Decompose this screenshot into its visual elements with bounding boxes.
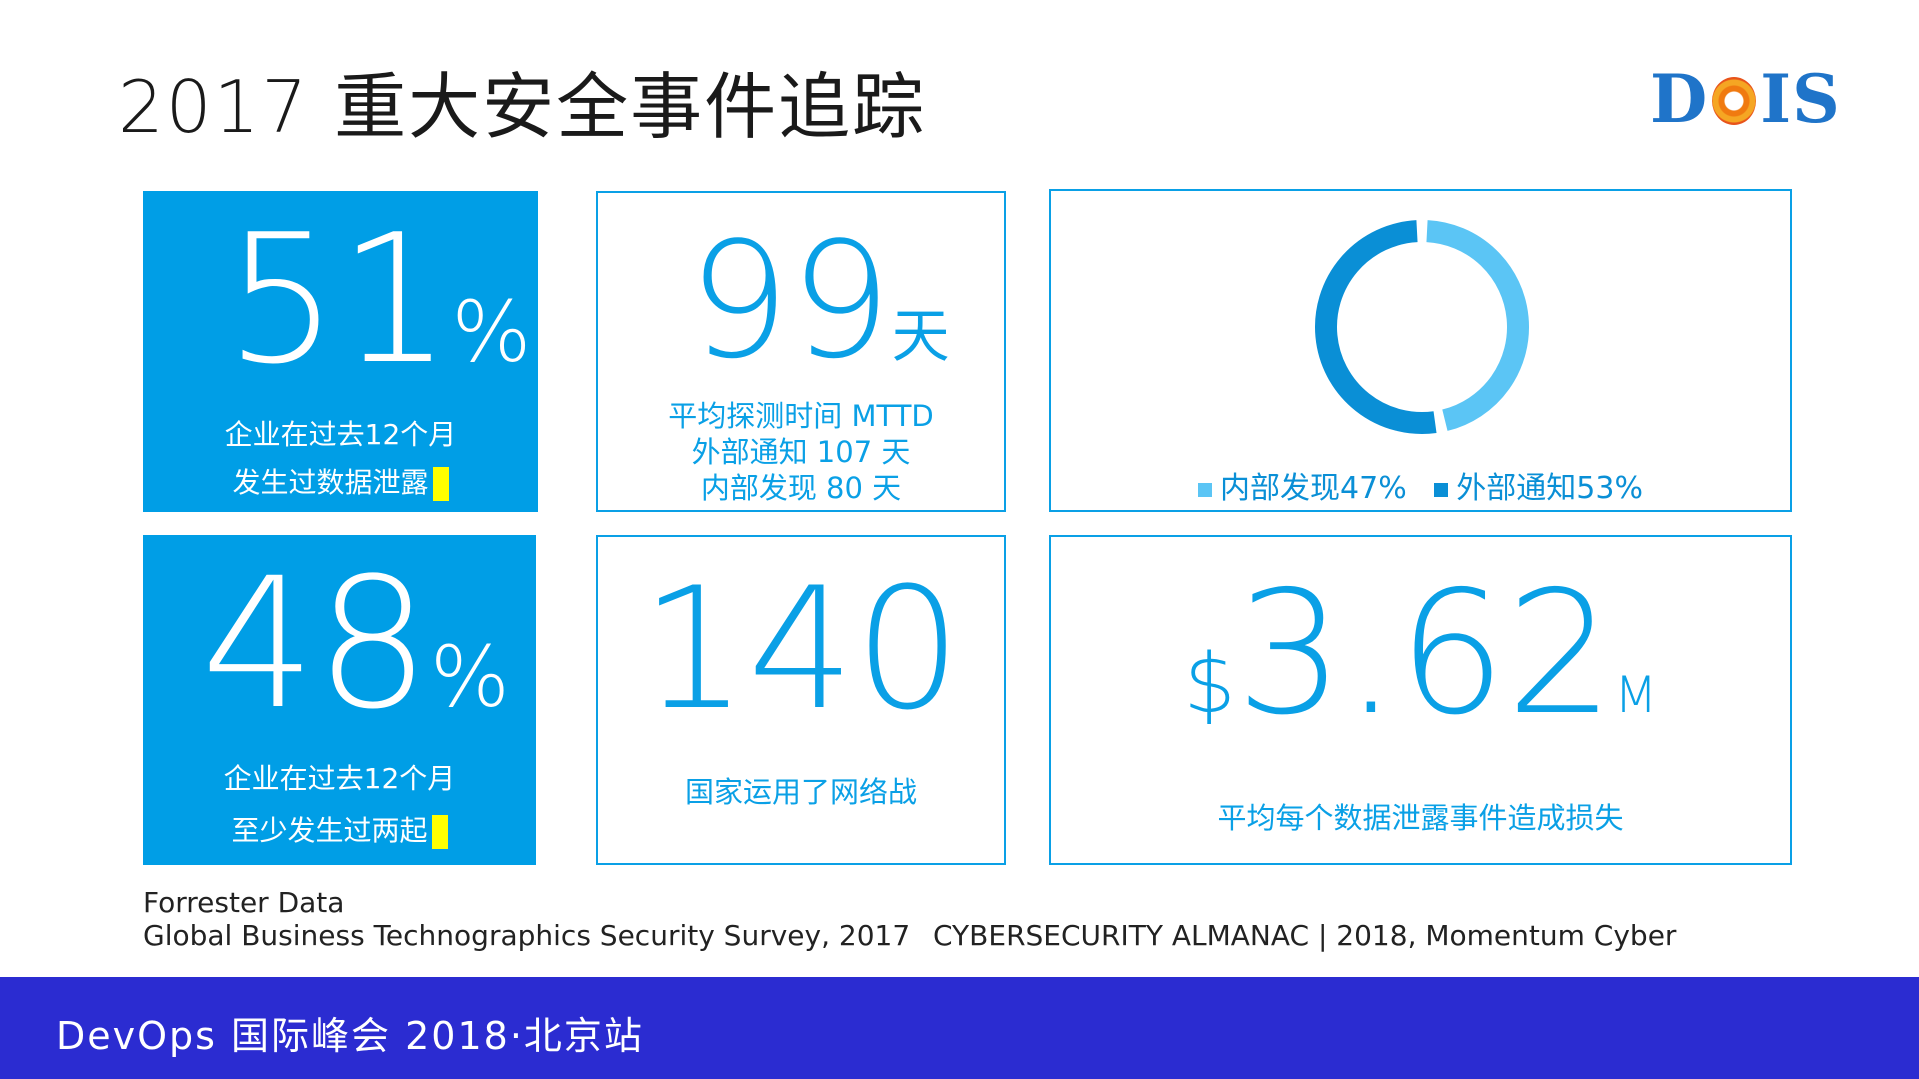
- legend-internal: 内部发现47%: [1220, 471, 1407, 506]
- stat-caption-line2: 外部通知 107 天: [691, 435, 911, 469]
- stat-unit: 天: [891, 302, 950, 370]
- logo-text-start: D: [1650, 60, 1709, 138]
- source-left-line2: Global Business Technographics Security …: [143, 919, 911, 952]
- stat-caption-line1: 平均每个数据泄露事件造成损失: [1217, 801, 1624, 835]
- page-title: 2017 重大安全事件追踪: [118, 65, 927, 149]
- donut-card: 内部发现47% 外部通知53%: [1049, 189, 1792, 512]
- stat-card-mttd: 99天 平均探测时间 MTTD 外部通知 107 天 内部发现 80 天: [596, 191, 1006, 512]
- stat-unit: %: [451, 283, 532, 381]
- legend-swatch-external: [1434, 482, 1449, 497]
- stat-caption-line1: 国家运用了网络战: [684, 775, 917, 809]
- stat-card-cyberwar: 140 国家运用了网络战: [596, 535, 1006, 865]
- stat-value-wrapper: 48%: [201, 555, 510, 735]
- stat-caption-line2-wrap: 至少发生过两起: [143, 809, 536, 849]
- stat-caption-line2: 发生过数据泄露: [232, 466, 429, 499]
- logo-o-icon: [1712, 77, 1757, 125]
- stat-value-wrapper: 99天: [688, 221, 950, 381]
- stat-caption-line3: 内部发现 80 天: [700, 471, 902, 505]
- currency-symbol: $: [1183, 637, 1236, 732]
- highlight-marker: [431, 815, 448, 849]
- stat-value-wrapper: 51%: [225, 211, 531, 389]
- source-left-line1: Forrester Data: [143, 886, 345, 919]
- donut-chart: [1315, 220, 1529, 434]
- stat-caption-line1: 企业在过去12个月: [223, 762, 456, 795]
- stat-caption-line2: 至少发生过两起: [231, 814, 428, 847]
- dois-logo: D IS: [1650, 60, 1841, 138]
- donut-segment-external: [1315, 220, 1437, 434]
- footer-text: DevOps 国际峰会 2018·北京站: [56, 1014, 644, 1058]
- donut-legend: 内部发现47% 外部通知53%: [1051, 463, 1790, 507]
- legend-swatch-internal: [1198, 482, 1213, 497]
- stat-value: 99: [688, 207, 892, 394]
- logo-text-end: IS: [1760, 60, 1841, 138]
- highlight-marker: [432, 467, 449, 501]
- stat-value: 51: [225, 196, 452, 403]
- legend-external: 外部通知53%: [1456, 471, 1643, 506]
- stat-card-multiple-breaches: 48% 企业在过去12个月 至少发生过两起: [143, 535, 536, 865]
- stat-value: 140: [640, 551, 962, 747]
- stat-caption-line2-wrap: 发生过数据泄露: [143, 461, 538, 501]
- stat-unit: M: [1614, 666, 1658, 724]
- stat-value: 3.62: [1235, 555, 1615, 753]
- stat-unit: %: [430, 628, 510, 726]
- stat-caption-line1: 平均探测时间 MTTD: [668, 399, 934, 433]
- donut-segment-internal: [1426, 220, 1529, 431]
- stat-card-breach-rate: 51% 企业在过去12个月 发生过数据泄露: [143, 191, 538, 512]
- stat-value: 48: [201, 540, 431, 749]
- stat-card-breach-cost: $3.62M 平均每个数据泄露事件造成损失: [1049, 535, 1792, 865]
- stat-caption-line1: 企业在过去12个月: [224, 418, 457, 451]
- source-right: CYBERSECURITY ALMANAC | 2018, Momentum C…: [933, 919, 1677, 952]
- footer-bar: DevOps 国际峰会 2018·北京站: [0, 977, 1919, 1079]
- stat-value-wrapper: $3.62M: [1051, 569, 1790, 739]
